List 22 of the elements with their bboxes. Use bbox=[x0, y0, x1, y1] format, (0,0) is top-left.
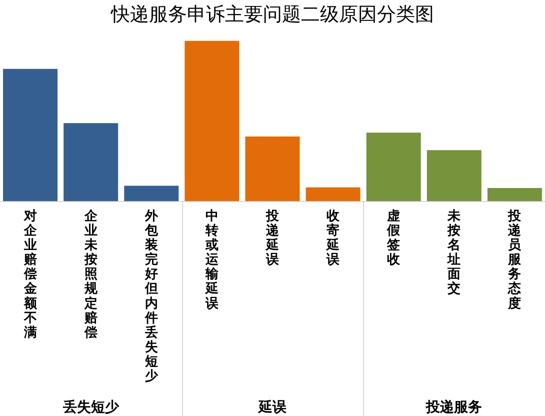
category-label: 对企业赔偿金额不满 bbox=[24, 208, 37, 340]
text: 延误 bbox=[258, 400, 288, 416]
x-tick-label: 投递员服务态度 bbox=[507, 208, 522, 312]
bar bbox=[426, 150, 482, 202]
x-tick-label: 收寄延误 bbox=[326, 208, 341, 268]
text: 丢失短少 bbox=[62, 398, 120, 416]
bar bbox=[184, 40, 240, 202]
category-label: 企业未按照规定赔偿 bbox=[84, 208, 98, 340]
bar bbox=[64, 123, 118, 202]
bar bbox=[487, 188, 542, 202]
x-tick-label: 虚假签收 bbox=[386, 208, 402, 268]
x-tick-label: 投递延误 bbox=[265, 208, 280, 268]
category-label: 外包装完好但内件丢失短少 bbox=[144, 208, 158, 384]
bar bbox=[306, 187, 360, 202]
bar bbox=[366, 132, 421, 202]
chart-title: 快递服务申诉主要问题二级原因分类图 bbox=[110, 3, 434, 26]
bar bbox=[124, 186, 179, 202]
bar bbox=[3, 68, 58, 202]
text: 投递服务 bbox=[425, 398, 482, 416]
bar bbox=[245, 136, 300, 202]
x-tick-label: 中转或运输延误 bbox=[204, 208, 220, 312]
x-tick-label: 未按名址面交 bbox=[446, 208, 462, 297]
